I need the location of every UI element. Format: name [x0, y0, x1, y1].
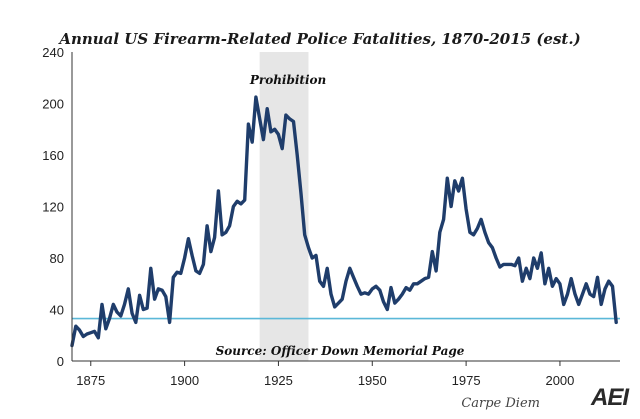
plot-frame: [72, 52, 620, 361]
y-tick-label: 40: [50, 303, 64, 318]
y-tick-label: 160: [42, 148, 64, 163]
prohibition-label: Prohibition: [249, 73, 326, 87]
footer-credit: Carpe Diem: [461, 396, 540, 411]
y-tick-label: 0: [57, 354, 64, 369]
x-tick-label: 1900: [170, 373, 199, 388]
x-tick-label: 1925: [264, 373, 293, 388]
x-tick-label: 1875: [76, 373, 105, 388]
aei-logo: AEI: [590, 384, 629, 411]
y-tick-label: 240: [42, 45, 64, 60]
y-tick-label: 200: [42, 97, 64, 112]
x-tick-label: 2000: [545, 373, 574, 388]
series-group: [70, 95, 618, 348]
plot-background: [72, 52, 620, 361]
y-tick-label: 120: [42, 200, 64, 215]
series-line: [70, 95, 618, 348]
source-note: Source: Officer Down Memorial Page: [216, 344, 465, 358]
x-tick-label: 1975: [452, 373, 481, 388]
annotations: Prohibition Source: Officer Down Memorial…: [216, 73, 465, 358]
prohibition-shade: [259, 52, 309, 361]
prohibition-band: [259, 52, 309, 361]
chart-title: Annual US Firearm-Related Police Fatalit…: [59, 30, 581, 48]
y-tick-label: 80: [50, 251, 64, 266]
x-tick-label: 1950: [358, 373, 387, 388]
axes: 0 40 80 120 160 200 240 1875 1900 1925 1950 1975 200…: [42, 45, 620, 388]
